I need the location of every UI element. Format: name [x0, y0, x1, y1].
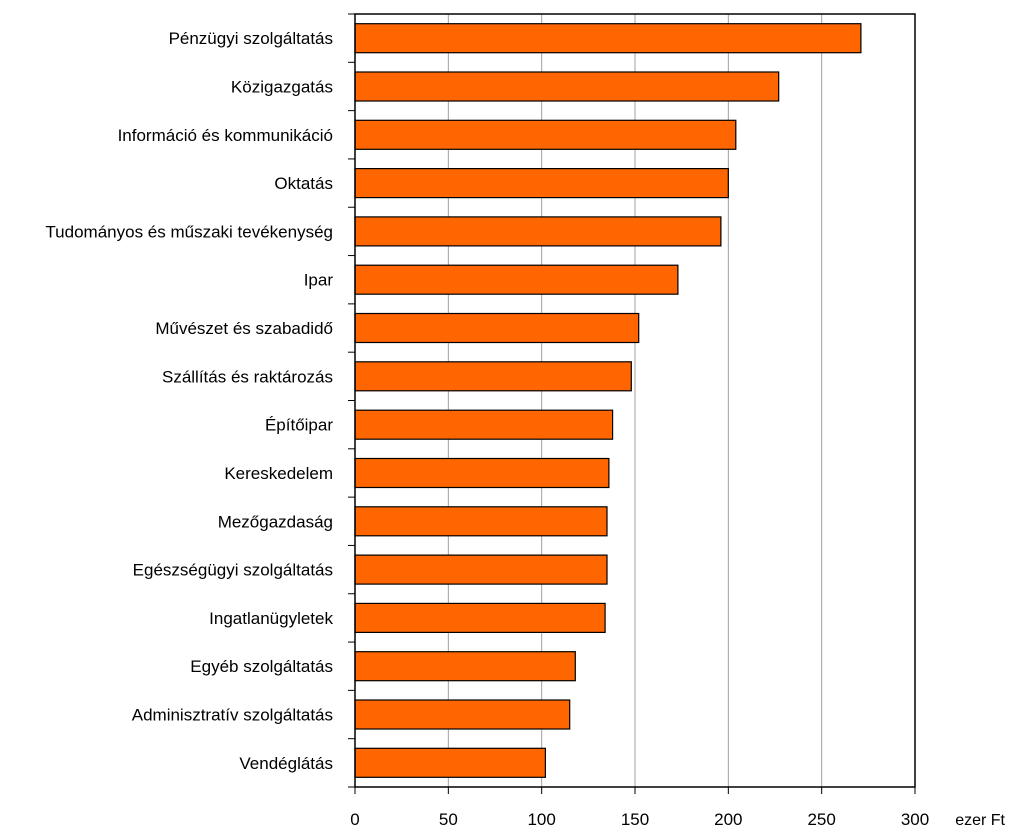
category-label: Egészségügyi szolgáltatás [133, 561, 333, 580]
bar [354, 602, 606, 634]
x-tick-label: 50 [439, 810, 458, 829]
bar [354, 23, 862, 54]
category-label: Mezőgazdaság [218, 512, 333, 531]
category-label: Kereskedelem [224, 464, 333, 483]
bar [354, 747, 546, 778]
category-labels: Pénzügyi szolgáltatás Közigazgatás Informá… [45, 29, 333, 773]
bar [354, 216, 722, 247]
bar [354, 409, 614, 440]
x-axis-label: ezer Ft [955, 812, 1005, 829]
category-label: Adminisztratív szolgáltatás [132, 706, 333, 725]
bar [354, 554, 608, 585]
category-label: Egyéb szolgáltatás [190, 657, 333, 676]
bar [354, 651, 576, 682]
bar [354, 699, 571, 730]
bar [354, 119, 737, 150]
x-tick-label: 300 [901, 810, 929, 829]
category-label: Építőipar [265, 416, 333, 435]
x-tick-label: 100 [527, 810, 555, 829]
bar [354, 361, 632, 392]
category-label: Információ és kommunikáció [118, 126, 333, 145]
bar [354, 264, 679, 295]
category-label: Szállítás és raktározás [162, 367, 333, 386]
x-tick-label: 200 [714, 810, 742, 829]
bar [354, 506, 608, 537]
x-tick-label: 250 [807, 810, 835, 829]
bar [354, 457, 610, 489]
x-tick-labels: 0 50 100 150 200 250 300 [350, 810, 929, 829]
category-label: Ipar [304, 271, 334, 290]
x-tick-label: 0 [350, 810, 359, 829]
category-label: Vendéglátás [239, 754, 333, 773]
category-label: Pénzügyi szolgáltatás [169, 29, 333, 48]
bar [354, 168, 729, 199]
x-tick-label: 150 [621, 810, 649, 829]
category-label: Ingatlanügyletek [209, 609, 333, 628]
category-label: Művészet és szabadidő [155, 319, 333, 338]
category-label: Közigazgatás [231, 78, 333, 97]
category-label: Tudományos és műszaki tevékenység [45, 222, 333, 241]
bar [354, 71, 780, 102]
bars [354, 23, 862, 778]
axes [348, 13, 916, 794]
bar [354, 312, 640, 344]
category-label: Oktatás [274, 174, 333, 193]
